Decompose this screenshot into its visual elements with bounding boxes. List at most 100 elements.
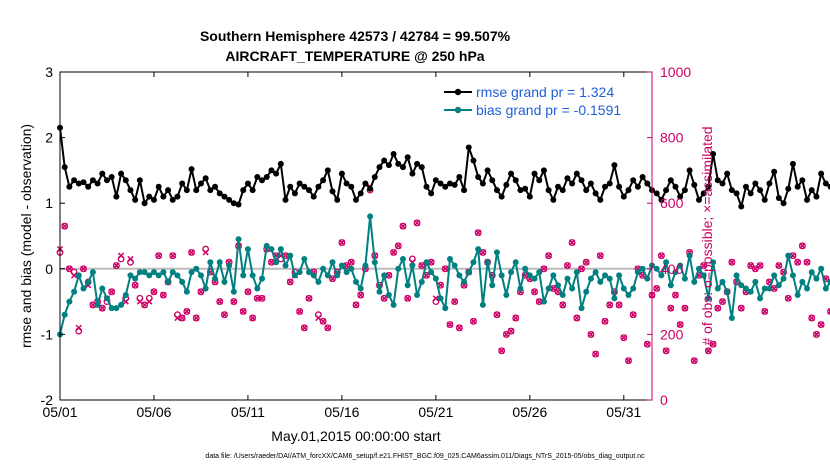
bias-point [799, 278, 806, 285]
rmse-point [216, 190, 223, 197]
rmse-point [719, 180, 726, 187]
possible-obs-point [751, 265, 759, 273]
possible-obs-point [817, 321, 825, 329]
assimilated-obs-point [385, 272, 393, 279]
rmse-point [804, 196, 811, 203]
rmse-point [503, 181, 510, 188]
bias-point [733, 272, 740, 279]
bias-point [320, 265, 327, 272]
rmse-point [667, 177, 674, 184]
bias-point [493, 249, 500, 256]
bias-point [226, 262, 233, 269]
assimilated-obs-point [827, 308, 830, 315]
assimilated-obs-point [818, 321, 825, 328]
bias-point [752, 278, 759, 285]
possible-obs-point [719, 298, 726, 306]
possible-obs-point [183, 307, 191, 315]
assimilated-obs-point [80, 265, 87, 272]
bias-point [146, 272, 153, 279]
rmse-point [301, 183, 308, 190]
possible-obs-point [704, 347, 712, 355]
rmse-point [747, 190, 754, 197]
assimilated-obs-point [625, 357, 632, 364]
possible-obs-point [563, 262, 571, 269]
bias-point [808, 269, 815, 276]
assimilated-obs-point [287, 278, 294, 286]
rmse-point [273, 170, 280, 177]
assimilated-obs-point [470, 318, 477, 325]
bias-point [343, 269, 350, 276]
assimilated-obs-point [709, 341, 717, 348]
bias-point [540, 298, 547, 305]
rmse-point [752, 180, 759, 187]
assimilated-obs-point [155, 252, 162, 259]
assimilated-obs-point [75, 324, 82, 331]
bias-point [141, 269, 148, 276]
left-y-tick-label: -2 [41, 392, 54, 408]
rmse-point [644, 180, 651, 187]
rmse-point [146, 193, 153, 200]
bias-point [710, 259, 717, 266]
bias-point [545, 285, 552, 292]
rmse-point [188, 166, 195, 173]
x-tick-label: 05/31 [606, 404, 641, 420]
bias-point [484, 259, 491, 266]
possible-obs-point [606, 301, 614, 309]
bias-point [75, 272, 82, 279]
bias-point [639, 265, 646, 272]
possible-obs-point [728, 258, 736, 266]
bias-point [273, 259, 280, 266]
bias-point [691, 278, 698, 285]
bias-point [71, 288, 78, 295]
possible-obs-point [65, 265, 73, 273]
assimilated-obs-point [268, 259, 275, 266]
assimilated-obs-point [343, 262, 350, 269]
assimilated-obs-point [550, 285, 557, 292]
possible-obs-point [498, 347, 506, 355]
rmse-point [399, 164, 406, 171]
bias-point [719, 278, 726, 285]
rmse-point [127, 187, 134, 194]
bias-point [747, 288, 754, 295]
assimilated-obs-point [691, 357, 698, 364]
rmse-point [465, 144, 472, 151]
rmse-point [475, 173, 482, 180]
rmse-point [291, 190, 298, 197]
rmse-point [324, 167, 331, 174]
possible-obs-point [545, 252, 553, 260]
possible-obs-point [620, 334, 628, 342]
possible-obs-point [249, 314, 257, 322]
rmse-point [728, 187, 735, 194]
possible-obs-point [159, 291, 167, 299]
possible-obs-point [479, 248, 487, 256]
assimilated-obs-point [700, 262, 707, 269]
left-y-tick-label: 1 [45, 195, 53, 211]
bias-point [216, 259, 223, 266]
bias-point [569, 285, 576, 292]
bias-point [630, 285, 637, 292]
bias-point [742, 285, 749, 292]
rmse-point [686, 167, 693, 174]
x-tick-label: 05/01 [42, 404, 77, 420]
assimilated-obs-point [545, 252, 552, 259]
rmse-point [103, 177, 110, 184]
rmse-point [315, 183, 322, 190]
rmse-point [118, 170, 125, 177]
possible-obs-point [681, 304, 689, 312]
rmse-point [592, 190, 599, 197]
bias-point [244, 246, 251, 253]
possible-obs-point [507, 327, 515, 335]
bias-point [103, 295, 110, 302]
possible-obs-point [188, 248, 196, 256]
assimilated-obs-point [146, 298, 153, 305]
left-y-axis-ticks: -2 -1 0 1 2 3 [41, 64, 65, 408]
rmse-point [456, 173, 463, 180]
bias-point [695, 265, 702, 272]
assimilated-obs-point [672, 291, 679, 299]
assimilated-obs-point [498, 347, 505, 354]
possible-obs-point [784, 294, 792, 302]
assimilated-obs-point [319, 318, 327, 325]
rmse-point [569, 180, 576, 187]
assimilated-obs-point [329, 275, 336, 282]
possible-obs-point [239, 307, 247, 315]
